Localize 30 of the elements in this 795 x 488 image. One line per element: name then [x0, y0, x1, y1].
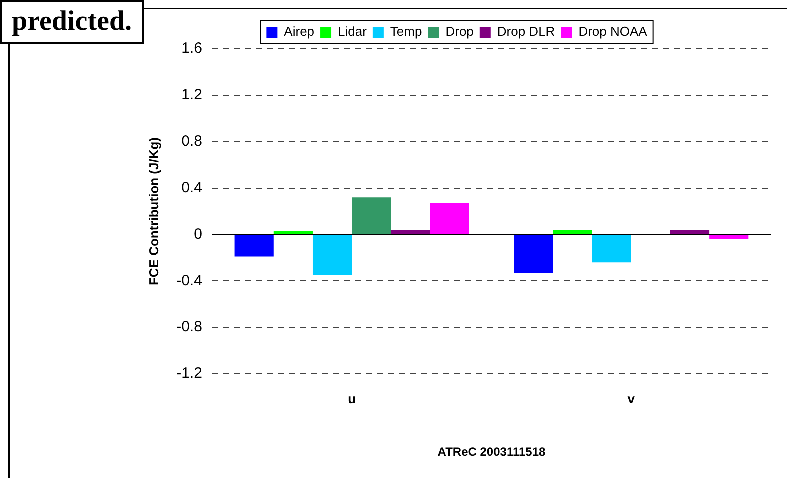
bar [234, 235, 274, 257]
bar [670, 230, 710, 234]
y-tick-label: 0 [194, 226, 202, 243]
text: predicted. [0, 0, 144, 44]
y-tick-label: -1.2 [176, 365, 202, 382]
legend-label: Drop DLR [497, 24, 556, 40]
y-tick-label: 0.8 [182, 133, 202, 150]
legend-label: Drop [446, 24, 474, 40]
y-tick-label: 0.4 [182, 179, 202, 196]
legend-label: Airep [284, 24, 315, 40]
bar [710, 235, 749, 240]
bar [430, 203, 470, 234]
legend-label: Drop NOAA [578, 24, 648, 40]
y-tick-label: -0.4 [176, 272, 202, 290]
x-tick-label: v [628, 391, 636, 406]
bar [514, 235, 554, 274]
x-tick-label: u [348, 391, 356, 406]
bar [391, 230, 430, 234]
bar [274, 231, 313, 234]
legend-label: Temp [390, 24, 422, 40]
y-axis-title: FCE Contribution (J/Kg) [146, 137, 162, 286]
bar [592, 235, 632, 263]
x-axis-title: ATReC 2003111518 [438, 445, 546, 460]
legend-label: Lidar [338, 24, 368, 40]
y-tick-label: -0.8 [176, 318, 202, 336]
bar [352, 198, 392, 234]
bar [553, 230, 592, 234]
y-tick-label: 1.6 [182, 40, 202, 58]
y-tick-label: 1.2 [182, 86, 202, 104]
bar [312, 235, 352, 276]
